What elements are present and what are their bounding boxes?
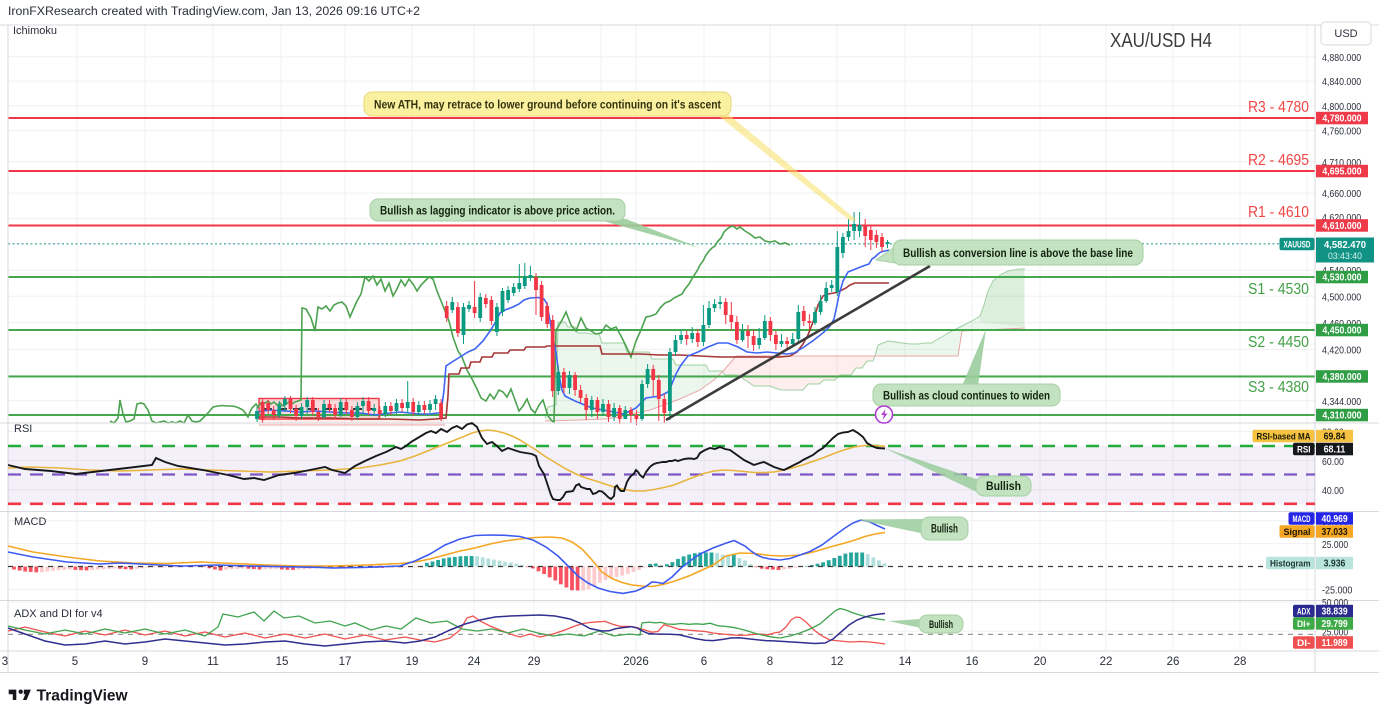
svg-text:4,880.000: 4,880.000 (1322, 52, 1361, 64)
svg-text:Bullish: Bullish (986, 481, 1021, 493)
svg-text:25.000: 25.000 (1322, 539, 1348, 551)
svg-text:4,760.000: 4,760.000 (1322, 126, 1361, 138)
svg-text:4,695.000: 4,695.000 (1322, 167, 1361, 178)
svg-text:4,344.000: 4,344.000 (1322, 396, 1361, 408)
svg-text:XAUUSD: XAUUSD (1284, 239, 1311, 250)
svg-text:4,582.470: 4,582.470 (1324, 239, 1366, 251)
svg-text:22: 22 (1100, 656, 1113, 668)
svg-text:Histogram: Histogram (1270, 558, 1311, 569)
svg-text:4,660.000: 4,660.000 (1322, 188, 1361, 200)
svg-text:15: 15 (276, 656, 289, 668)
svg-text:26: 26 (1167, 656, 1180, 668)
svg-text:4,310.000: 4,310.000 (1322, 411, 1361, 422)
svg-text:14: 14 (899, 656, 912, 668)
svg-text:R1 - 4610: R1 - 4610 (1248, 204, 1309, 221)
svg-text:37.033: 37.033 (1322, 527, 1348, 538)
svg-text:20: 20 (1034, 656, 1047, 668)
svg-text:4,800.000: 4,800.000 (1322, 101, 1361, 113)
svg-text:28: 28 (1234, 656, 1247, 668)
svg-text:XAU/USD H4: XAU/USD H4 (1110, 30, 1212, 52)
svg-text:S1 - 4530: S1 - 4530 (1248, 281, 1309, 298)
svg-text:R3 - 4780: R3 - 4780 (1248, 99, 1309, 116)
svg-text:12: 12 (831, 656, 844, 668)
svg-text:16: 16 (966, 656, 979, 668)
svg-text:R2 - 4695: R2 - 4695 (1248, 152, 1309, 169)
svg-text:2026: 2026 (623, 656, 649, 668)
svg-text:8: 8 (767, 656, 773, 668)
svg-text:9: 9 (142, 656, 148, 668)
svg-text:ADX: ADX (1297, 606, 1311, 617)
svg-text:11.989: 11.989 (1322, 638, 1348, 649)
svg-text:IronFXResearch created with Tr: IronFXResearch created with TradingView.… (8, 6, 420, 18)
svg-text:ADX and DI for v4: ADX and DI for v4 (14, 608, 103, 620)
svg-text:19: 19 (406, 656, 419, 668)
svg-text:TradingView: TradingView (37, 688, 129, 705)
svg-text:4,780.000: 4,780.000 (1322, 114, 1361, 125)
svg-text:RSI: RSI (14, 423, 32, 435)
svg-text:Ichimoku: Ichimoku (13, 25, 57, 37)
svg-text:USD: USD (1334, 28, 1357, 40)
svg-text:RSI: RSI (1297, 444, 1311, 455)
svg-text:Bullish: Bullish (931, 524, 958, 536)
svg-text:69.84: 69.84 (1324, 432, 1346, 443)
svg-text:29.799: 29.799 (1322, 619, 1348, 630)
svg-text:MACD: MACD (14, 516, 46, 528)
svg-text:40.969: 40.969 (1322, 514, 1348, 525)
svg-text:4,610.000: 4,610.000 (1322, 221, 1361, 232)
svg-text:68.11: 68.11 (1324, 445, 1346, 456)
svg-text:5: 5 (72, 656, 78, 668)
svg-text:4,500.000: 4,500.000 (1322, 292, 1361, 304)
svg-text:Bullish as lagging indicator i: Bullish as lagging indicator is above pr… (380, 203, 615, 217)
svg-text:4,450.000: 4,450.000 (1322, 326, 1361, 337)
svg-text:24: 24 (468, 656, 481, 668)
svg-text:4,420.000: 4,420.000 (1322, 345, 1361, 357)
svg-text:40.00: 40.00 (1322, 485, 1344, 497)
svg-text:03:43:40: 03:43:40 (1328, 251, 1362, 261)
svg-text:3: 3 (2, 656, 8, 668)
svg-text:MACD: MACD (1293, 514, 1311, 525)
svg-text:S2 - 4450: S2 - 4450 (1248, 334, 1309, 351)
svg-text:38.839: 38.839 (1322, 607, 1348, 618)
svg-text:29: 29 (528, 656, 541, 668)
svg-text:11: 11 (207, 656, 219, 668)
svg-text:4,840.000: 4,840.000 (1322, 76, 1361, 88)
svg-text:S3 - 4380: S3 - 4380 (1248, 379, 1309, 396)
svg-text:3.936: 3.936 (1324, 559, 1346, 570)
svg-text:Bullish: Bullish (929, 619, 953, 631)
svg-text:60.00: 60.00 (1322, 456, 1344, 468)
svg-text:4,380.000: 4,380.000 (1322, 372, 1361, 383)
svg-text:Signal: Signal (1284, 527, 1311, 538)
svg-text:17: 17 (339, 656, 352, 668)
svg-text:6: 6 (701, 656, 707, 668)
svg-text:Bullish as cloud continues to: Bullish as cloud continues to widen (883, 388, 1050, 402)
svg-text:DI+: DI+ (1297, 619, 1311, 630)
svg-text:DI-: DI- (1297, 638, 1311, 649)
svg-text:Bullish as conversion line is: Bullish as conversion line is above the … (903, 246, 1133, 260)
svg-text:RSI-based MA: RSI-based MA (1257, 431, 1311, 442)
svg-text:4,530.000: 4,530.000 (1322, 273, 1361, 284)
svg-text:-25.000: -25.000 (1322, 585, 1353, 597)
svg-text:New ATH, may retrace to lower: New ATH, may retrace to lower ground bef… (374, 97, 721, 111)
